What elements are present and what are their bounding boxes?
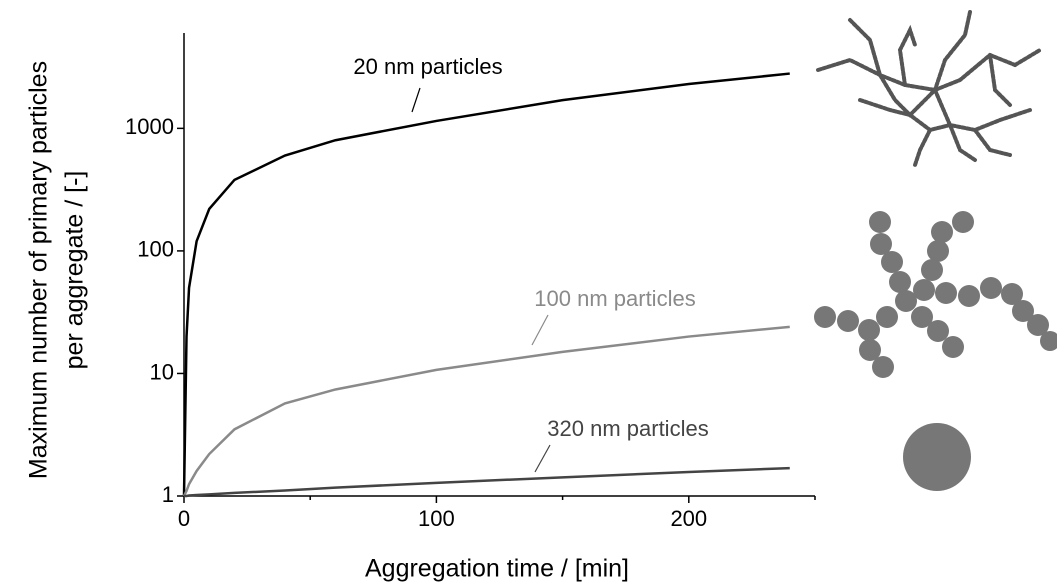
series-line xyxy=(184,466,790,498)
y-axis-label: Maximum number of primary particles xyxy=(25,61,53,479)
chain-aggregate-illustration xyxy=(814,211,1057,378)
x-tick-label: 200 xyxy=(670,506,707,531)
y-tick-label: 1 xyxy=(162,482,174,507)
series-label: 320 nm particles xyxy=(547,416,708,441)
series-label: 100 nm particles xyxy=(534,286,695,311)
series-label: 20 nm particles xyxy=(353,54,502,79)
leader-line xyxy=(534,444,551,473)
leader-line xyxy=(411,87,421,113)
y-tick-label: 100 xyxy=(137,237,174,262)
y-tick-label: 10 xyxy=(150,359,174,384)
y-axis-label: per aggregate / [-] xyxy=(61,171,89,370)
series-line xyxy=(182,72,790,497)
single-particle-illustration xyxy=(903,423,971,491)
x-axis-label: Aggregation time / [min] xyxy=(365,555,629,583)
y-tick-label: 1000 xyxy=(125,114,174,139)
x-tick-label: 100 xyxy=(418,506,455,531)
x-tick-label: 0 xyxy=(178,506,190,531)
fractal-aggregate-illustration xyxy=(816,10,1042,167)
leader-line xyxy=(531,314,549,346)
series-line xyxy=(182,325,790,497)
